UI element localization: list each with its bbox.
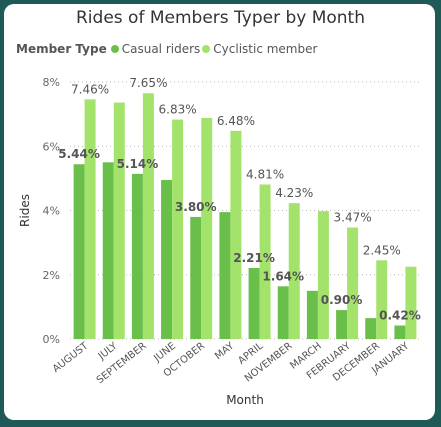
y-tick-label: 0% xyxy=(43,333,60,346)
data-label: 5.14% xyxy=(117,157,159,171)
y-axis-title: Rides xyxy=(18,194,32,227)
x-axis-title: Month xyxy=(226,393,264,407)
data-label: 2.21% xyxy=(233,251,275,265)
bar xyxy=(376,260,387,339)
bar xyxy=(307,291,318,339)
bar xyxy=(318,211,329,339)
data-label: 0.90% xyxy=(321,293,363,307)
bar xyxy=(132,174,143,339)
bar xyxy=(230,131,241,339)
data-label: 1.64% xyxy=(262,269,304,283)
bar xyxy=(336,310,347,339)
data-label: 4.81% xyxy=(246,167,284,181)
data-label: 5.44% xyxy=(58,147,100,161)
bar xyxy=(161,180,172,339)
y-tick-label: 8% xyxy=(43,76,60,89)
bar xyxy=(278,286,289,339)
bar xyxy=(190,217,201,339)
bar xyxy=(394,326,405,339)
data-label: 0.42% xyxy=(379,309,421,323)
data-label: 2.45% xyxy=(363,243,401,257)
bar xyxy=(365,318,376,339)
bar xyxy=(143,93,154,339)
bar xyxy=(172,120,183,339)
data-label: 4.23% xyxy=(275,186,313,200)
y-tick-label: 4% xyxy=(43,205,60,218)
bar xyxy=(249,268,260,339)
bar xyxy=(74,164,85,339)
bar xyxy=(114,103,125,339)
bar xyxy=(405,267,416,339)
data-label: 3.47% xyxy=(334,211,372,225)
bar xyxy=(219,212,230,339)
bar xyxy=(103,162,114,339)
bar xyxy=(85,99,96,339)
bar xyxy=(201,118,212,339)
x-tick-label: MAY xyxy=(213,340,237,362)
data-label: 6.48% xyxy=(217,114,255,128)
y-tick-label: 2% xyxy=(43,269,60,282)
data-label: 7.46% xyxy=(71,82,109,96)
data-label: 6.83% xyxy=(159,103,197,117)
data-label: 7.65% xyxy=(129,76,167,90)
bar xyxy=(347,228,358,339)
data-label: 3.80% xyxy=(175,200,217,214)
